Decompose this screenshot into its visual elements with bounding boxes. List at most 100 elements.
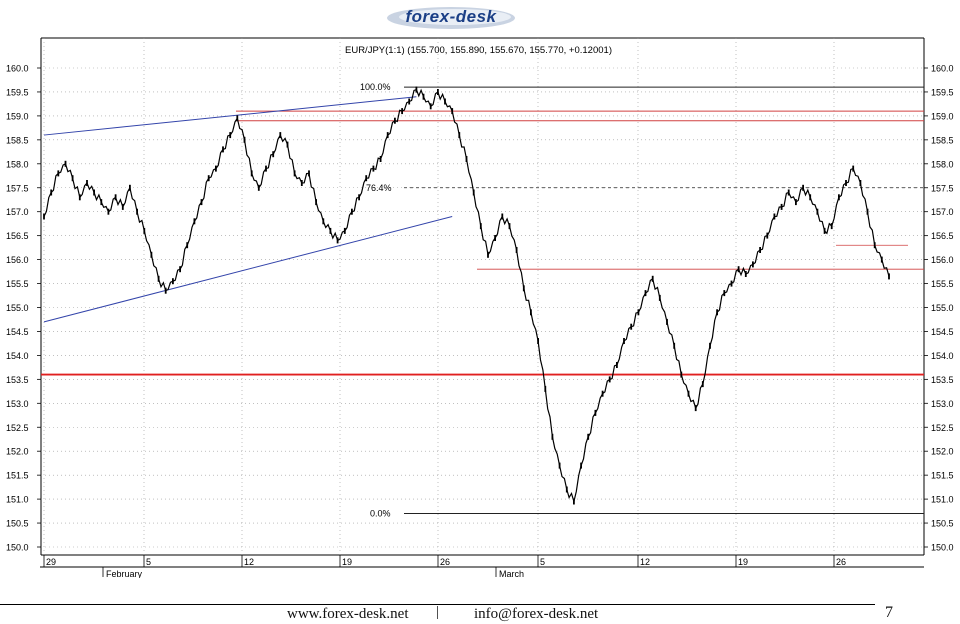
price-point bbox=[150, 251, 153, 258]
fib-label-76: 76.4% bbox=[366, 183, 392, 193]
price-point bbox=[515, 247, 518, 253]
price-point bbox=[50, 189, 53, 196]
y-tick-label-left: 151.5 bbox=[6, 471, 29, 481]
y-tick-label-left: 153.0 bbox=[6, 399, 29, 409]
price-point bbox=[465, 156, 468, 162]
y-tick-label-left: 150.0 bbox=[6, 543, 29, 553]
price-point bbox=[658, 294, 661, 301]
price-point bbox=[637, 309, 640, 316]
price-point bbox=[680, 371, 683, 378]
price-point bbox=[737, 266, 740, 273]
price-point bbox=[207, 175, 210, 182]
footer-website-link[interactable]: www.forex-desk.net bbox=[287, 606, 409, 622]
price-point bbox=[802, 184, 804, 191]
y-tick-label-right: 152.5 bbox=[931, 423, 954, 433]
price-point bbox=[601, 390, 604, 397]
y-tick-label-left: 157.0 bbox=[6, 207, 29, 217]
price-point bbox=[666, 318, 668, 325]
y-tick-label-left: 156.0 bbox=[6, 255, 29, 265]
price-point bbox=[888, 273, 890, 280]
price-point bbox=[766, 232, 769, 239]
x-tick-label: 29 bbox=[46, 557, 56, 567]
y-tick-label-right: 156.0 bbox=[931, 255, 954, 265]
price-point bbox=[616, 362, 618, 368]
price-point bbox=[143, 227, 146, 234]
price-point bbox=[351, 208, 353, 215]
x-tick-label: 26 bbox=[440, 557, 450, 567]
footer-email-link[interactable]: info@forex-desk.net bbox=[474, 606, 599, 622]
price-point bbox=[358, 194, 360, 201]
y-tick-label-right: 156.5 bbox=[931, 231, 954, 241]
price-point bbox=[107, 208, 110, 215]
y-tick-label-left: 160.0 bbox=[6, 64, 29, 74]
price-point bbox=[129, 184, 131, 191]
price-point bbox=[759, 247, 761, 253]
price-point bbox=[401, 108, 403, 115]
price-point bbox=[508, 223, 511, 230]
price-point bbox=[57, 170, 60, 177]
y-tick-label-left: 154.5 bbox=[6, 327, 29, 337]
price-point bbox=[257, 184, 260, 191]
price-point bbox=[394, 117, 396, 124]
y-tick-label-left: 152.5 bbox=[6, 423, 29, 433]
price-point bbox=[272, 151, 275, 158]
y-tick-label-left: 155.0 bbox=[6, 303, 29, 313]
price-point bbox=[651, 275, 654, 282]
price-point bbox=[709, 342, 711, 349]
price-point bbox=[522, 285, 525, 292]
price-point bbox=[773, 213, 776, 220]
price-point bbox=[565, 486, 568, 493]
y-tick-label-right: 154.0 bbox=[931, 351, 954, 361]
price-point bbox=[479, 223, 482, 230]
price-point bbox=[100, 199, 103, 206]
y-tick-label-left: 159.0 bbox=[6, 111, 29, 121]
y-tick-label-right: 157.5 bbox=[931, 183, 954, 193]
price-point bbox=[551, 433, 554, 440]
price-point bbox=[880, 256, 883, 263]
y-tick-label-right: 152.0 bbox=[931, 447, 954, 457]
price-point bbox=[64, 160, 67, 167]
price-point bbox=[845, 180, 847, 186]
price-point bbox=[580, 462, 582, 469]
fib-label-100: 100.0% bbox=[360, 82, 391, 92]
page-number: 7 bbox=[885, 604, 893, 621]
trendline bbox=[43, 96, 417, 136]
price-point bbox=[250, 170, 253, 177]
price-point bbox=[429, 103, 432, 110]
price-point bbox=[573, 498, 575, 505]
y-tick-label-left: 155.5 bbox=[6, 279, 29, 289]
price-point bbox=[787, 189, 790, 196]
y-tick-label-right: 158.0 bbox=[931, 159, 954, 169]
price-point bbox=[673, 342, 676, 349]
price-point bbox=[630, 323, 633, 330]
price-point bbox=[322, 218, 325, 225]
y-tick-label-left: 156.5 bbox=[6, 231, 29, 241]
x-tick-label: 19 bbox=[342, 557, 352, 567]
y-tick-label-right: 158.5 bbox=[931, 135, 954, 145]
price-point bbox=[472, 189, 475, 196]
price-point bbox=[873, 242, 876, 249]
forex-desk-logo: forex-desk bbox=[385, 4, 517, 30]
price-point bbox=[365, 175, 368, 182]
price-point bbox=[315, 199, 317, 206]
chart-title: EUR/JPY(1:1) (155.700, 155.890, 155.670,… bbox=[345, 45, 612, 56]
price-point bbox=[816, 208, 819, 215]
price-series-line bbox=[43, 88, 890, 504]
price-point bbox=[608, 376, 611, 383]
price-point bbox=[336, 237, 339, 244]
price-point bbox=[744, 271, 747, 277]
price-point bbox=[823, 227, 826, 234]
y-tick-label-left: 158.0 bbox=[6, 159, 29, 169]
y-tick-label-left: 152.0 bbox=[6, 447, 29, 457]
price-point bbox=[558, 462, 561, 469]
price-point bbox=[179, 266, 181, 273]
y-tick-label-left: 154.0 bbox=[6, 351, 29, 361]
price-point bbox=[114, 194, 117, 201]
price-point bbox=[215, 165, 217, 172]
y-tick-label-left: 159.5 bbox=[6, 87, 29, 97]
price-point bbox=[458, 132, 461, 139]
price-point bbox=[236, 115, 239, 122]
price-point bbox=[494, 235, 496, 241]
x-tick-label: 26 bbox=[836, 557, 846, 567]
price-point bbox=[866, 208, 869, 215]
